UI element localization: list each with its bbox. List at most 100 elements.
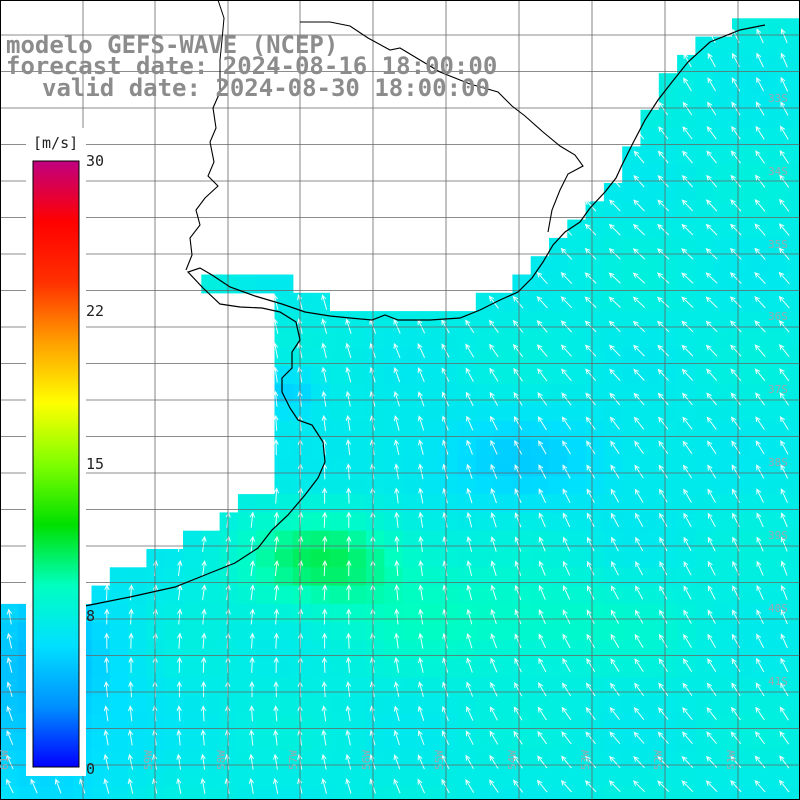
wind-arrow [418,463,424,480]
wind-speed-cell [768,201,788,221]
wind-speed-cell [713,237,733,257]
wind-arrow [201,608,207,625]
wind-speed-cell [732,256,751,276]
wind-arrow [584,344,597,357]
wind-speed-cell [256,786,276,800]
wind-arrow [729,296,742,309]
wind-speed-cell [567,530,587,550]
wind-arrow [490,439,498,455]
wind-arrow [273,753,279,770]
wind-speed-cell [603,183,623,202]
wind-speed-cell [658,567,678,587]
wind-arrow [322,559,328,577]
wind-arrow [779,706,789,721]
wind-speed-cell [585,347,605,367]
wind-arrow [731,633,741,649]
wind-arrow [682,126,693,140]
wind-speed-cell [640,439,660,459]
wind-speed-cell [274,347,294,367]
wind-arrow [610,682,620,696]
wind-speed-cell [420,329,440,349]
wind-speed-cell [640,256,660,276]
wind-speed-cell [402,494,422,513]
wind-speed-cell [768,695,788,715]
wind-speed-cell [530,475,550,495]
wind-speed-cell [567,750,587,770]
wind-speed-cell [750,439,770,459]
wind-arrow [756,28,764,44]
wind-arrow [657,755,669,768]
wind-speed-cell [640,146,660,166]
wind-arrow [731,440,741,455]
wind-speed-cell [732,384,751,404]
wind-speed-cell [146,768,166,788]
wind-arrow [537,368,548,382]
wind-speed-cell [732,347,751,367]
wind-arrow [345,342,352,359]
wind-speed-cell [384,732,404,751]
wind-speed-cell [732,237,751,257]
wind-arrow [707,512,716,528]
wind-arrow [609,707,620,721]
wind-arrow [201,535,207,552]
wind-speed-cell [732,219,751,239]
wind-speed-cell [713,512,733,532]
wind-speed-cell [603,292,623,312]
wind-speed-cell [109,732,129,751]
wind-speed-cell [256,585,276,605]
wind-arrow [585,682,596,697]
wind-speed-cell [494,549,513,568]
wind-arrow [707,609,716,624]
wind-speed-cell [732,475,751,495]
wind-speed-cell [695,256,715,276]
wind-arrow [730,150,741,164]
wind-speed-cell [512,366,532,385]
wind-speed-cell [292,622,312,642]
wind-speed-cell [713,640,733,660]
wind-speed-cell [622,237,642,257]
wind-arrow [658,416,669,430]
wind-speed-cell [274,530,294,550]
wind-speed-cell [732,713,751,733]
wind-arrow [393,366,401,383]
wind-arrow [103,729,109,746]
lat-label: 41S [768,675,788,688]
wind-speed-cell [402,420,422,440]
wind-arrow [249,535,255,552]
wind-speed-cell [274,695,294,715]
wind-speed-cell [768,567,788,587]
wind-speed-cell [713,164,733,184]
wind-speed-cell [274,402,294,422]
wind-speed-cell [567,677,587,696]
wind-speed-cell [274,420,294,440]
wind-arrow [322,584,328,601]
wind-speed-cell [768,347,788,367]
wind-speed-cell [311,603,330,623]
wind-speed-cell [347,420,367,440]
wind-arrow [346,559,352,577]
wind-speed-cell [567,713,587,733]
wind-arrow [249,680,255,698]
wind-speed-cell [512,475,532,495]
wind-speed-cell [457,658,477,678]
wind-arrow [6,730,14,746]
wind-speed-cell [603,658,623,678]
wind-arrow [321,414,327,431]
wind-arrow [538,633,547,649]
wind-arrow [562,512,571,528]
wind-speed-cell [713,457,733,477]
wind-speed-cell [384,713,404,733]
wind-speed-cell [329,585,349,605]
wind-speed-cell [677,256,696,276]
wind-arrow [466,632,473,649]
wind-arrow [682,464,693,479]
wind-speed-cell [475,366,495,385]
wind-speed-cell [750,164,770,184]
wind-arrow [611,560,619,576]
lon-label: 56W [360,750,373,770]
wind-arrow [561,706,572,721]
wind-speed-cell [695,439,715,459]
wind-arrow [778,343,790,358]
wind-speed-cell [658,91,678,111]
